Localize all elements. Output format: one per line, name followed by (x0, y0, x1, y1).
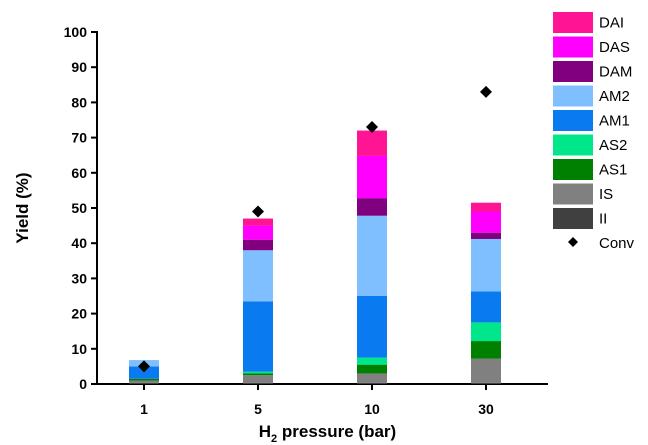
bar-segment-am1 (357, 296, 387, 358)
bar-segment-as2 (471, 322, 501, 342)
bar-segment-is (471, 358, 501, 383)
bar-segment-das (471, 211, 501, 233)
bar-segment-as1 (471, 341, 501, 359)
bar-segment-dai (357, 130, 387, 156)
y-tick-label: 0 (79, 376, 87, 392)
bar-segment-as1 (357, 364, 387, 374)
y-tick-label: 10 (71, 341, 87, 357)
bar-segment-dai (243, 218, 273, 226)
conv-marker (366, 121, 378, 134)
y-tick-label: 70 (71, 130, 87, 146)
legend-label-dam: DAM (599, 64, 632, 81)
legend-swatch-am1 (553, 110, 593, 131)
legend-label-as1: AS1 (599, 162, 627, 179)
y-tick-label: 90 (71, 59, 87, 75)
legend-label-am1: AM1 (599, 113, 630, 130)
conv-marker (138, 360, 150, 373)
y-tick-label: 40 (71, 235, 87, 251)
y-tick-label: 20 (71, 306, 87, 322)
bar-segment-is (243, 375, 273, 383)
bar-segment-as1 (243, 373, 273, 376)
conv-marker (252, 205, 264, 218)
x-axis-title: H2 pressure (bar) (259, 422, 396, 445)
bar-segment-dam (243, 239, 273, 251)
y-tick-label: 100 (64, 24, 88, 40)
bar-segment-as2 (243, 371, 273, 374)
bar-segment-ii (471, 382, 501, 384)
legend-label-is: IS (599, 186, 613, 203)
x-tick-label: 30 (478, 401, 494, 417)
conv-marker (480, 85, 492, 98)
legend-swatch-as1 (553, 159, 593, 180)
bar-segment-das (357, 155, 387, 199)
legend-swatch-dai (553, 12, 593, 33)
bar-segment-dai (471, 202, 501, 212)
y-tick-label: 60 (71, 165, 87, 181)
y-tick-label: 30 (71, 270, 87, 286)
legend-swatch-das (553, 36, 593, 58)
legend-label-am2: AM2 (599, 88, 630, 105)
x-tick-label: 1 (140, 401, 148, 417)
legend-label-dai: DAI (599, 15, 624, 32)
bar-segment-das (243, 225, 273, 240)
bar-segment-dam (357, 198, 387, 216)
y-tick-label: 80 (71, 94, 87, 110)
bar-segment-am1 (471, 291, 501, 323)
bar-segment-am2 (243, 250, 273, 302)
legend-swatch-as2 (553, 134, 593, 156)
legend-swatch-ii (553, 208, 593, 229)
legend-label-ii: II (599, 211, 607, 228)
bar-segment-ii (129, 382, 159, 384)
y-axis-title: Yield (%) (13, 172, 32, 243)
bar-segment-is (129, 380, 159, 383)
y-tick-label: 50 (71, 200, 87, 216)
legend-conv-marker (568, 237, 578, 247)
bar-segment-am1 (243, 301, 273, 372)
bar-segment-as2 (357, 357, 387, 365)
legend-label-das: DAS (599, 39, 630, 56)
legend-swatch-is (553, 183, 593, 205)
x-tick-label: 5 (254, 401, 262, 417)
bar-segment-am2 (471, 238, 501, 292)
legend-label-as2: AS2 (599, 137, 627, 154)
bar-segment-is (357, 373, 387, 383)
bar-segment-as1 (129, 378, 159, 381)
bar-segment-am2 (357, 215, 387, 296)
x-tick-label: 10 (364, 401, 380, 417)
bar-segment-dam (471, 232, 501, 239)
bar-segment-am1 (129, 366, 159, 379)
legend-swatch-am2 (553, 85, 593, 107)
legend-swatch-dam (553, 61, 593, 82)
bar-segment-ii (243, 382, 273, 384)
legend-label-conv: Conv (599, 235, 635, 252)
bar-segment-ii (357, 382, 387, 384)
